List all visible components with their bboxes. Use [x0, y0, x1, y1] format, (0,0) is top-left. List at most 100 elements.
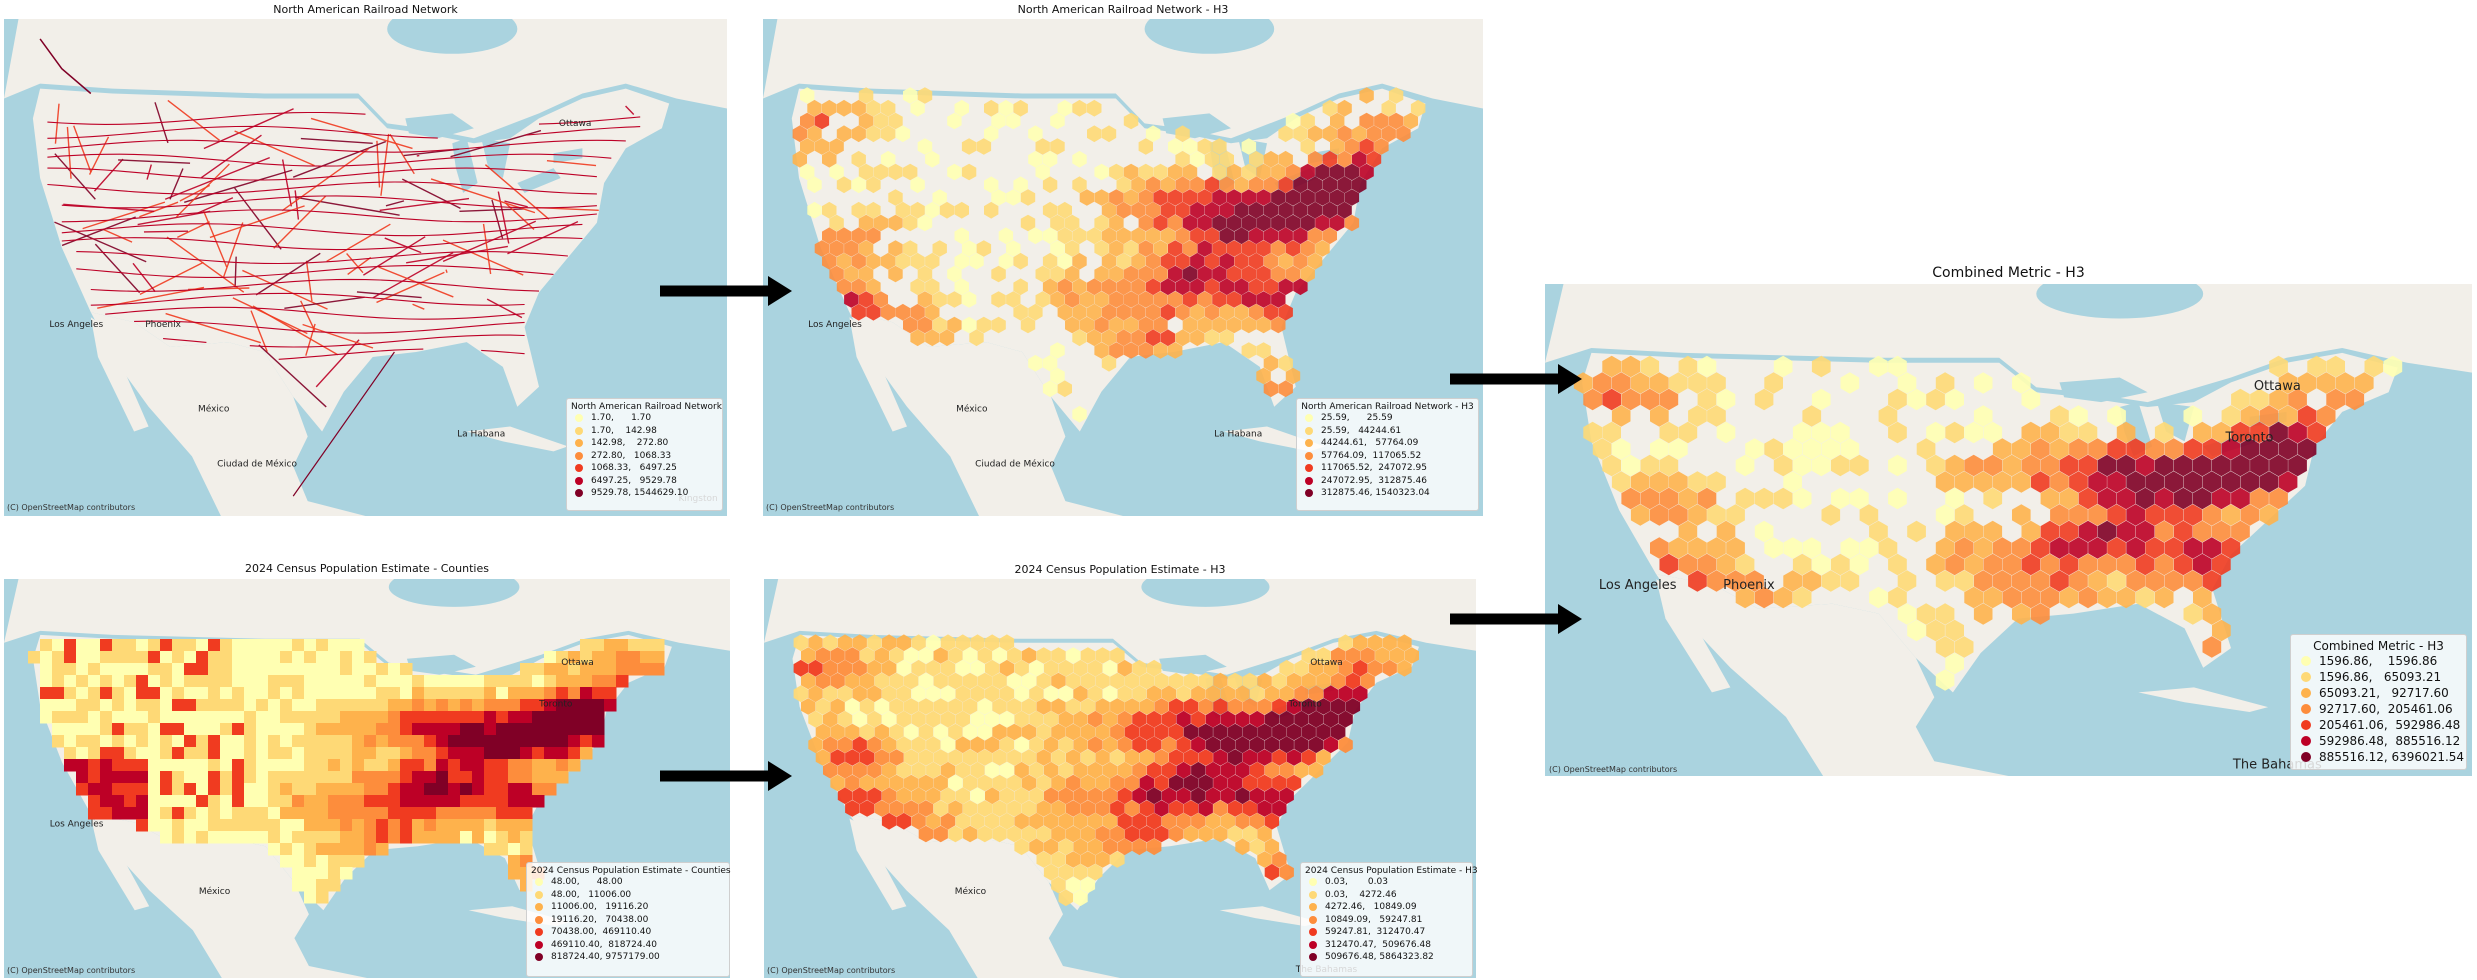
- legend-swatch-icon: [1309, 903, 1317, 912]
- legend-swatch-icon: [535, 940, 543, 949]
- place-label: La Habana: [457, 429, 505, 439]
- legend-swatch-icon: [1309, 928, 1317, 937]
- legend-swatch-icon: [575, 439, 583, 448]
- legend-entry-label: 818724.40, 9757179.00: [551, 952, 660, 963]
- legend-entry: 0.03, 0.03: [1305, 876, 1468, 889]
- legend-entry: 885516.12, 6396021.54: [2297, 749, 2464, 765]
- legend-swatch-icon: [575, 414, 583, 423]
- legend-swatch-icon: [575, 451, 583, 460]
- legend-entry-label: 312875.46, 1540323.04: [1321, 488, 1430, 499]
- legend-entry-label: 0.03, 4272.46: [1325, 889, 1397, 900]
- legend-swatch-icon: [535, 953, 543, 962]
- legend-swatch-icon: [1309, 940, 1317, 949]
- map-legend: North American Railroad Network 1.70, 1.…: [566, 398, 723, 511]
- map-canvas: Ottawa Los Angeles Phoenix México La Habana C…: [4, 19, 727, 516]
- legend-entry-label: 205461.06, 592986.48: [2319, 718, 2461, 732]
- legend-swatch-icon: [1305, 439, 1313, 448]
- legend-swatch-icon: [575, 426, 583, 435]
- legend-entry-label: 4272.46, 10849.09: [1325, 902, 1417, 913]
- legend-title: North American Railroad Network: [571, 402, 722, 412]
- legend-entry-label: 469110.40, 818724.40: [551, 939, 657, 950]
- legend-entry-label: 1068.33, 6497.25: [591, 463, 677, 474]
- legend-swatch-icon: [1305, 464, 1313, 473]
- legend-entry: 25.59, 44244.61: [1301, 425, 1474, 438]
- place-label: Los Angeles: [49, 320, 103, 330]
- map-attribution: (C) OpenStreetMap contributors: [766, 503, 895, 512]
- legend-entry: 1.70, 142.98: [571, 425, 718, 438]
- legend-entry-label: 44244.61, 57764.09: [1321, 438, 1419, 449]
- place-label: Toronto: [1288, 700, 1323, 710]
- map-attribution: (C) OpenStreetMap contributors: [7, 503, 136, 512]
- map-attribution: (C) OpenStreetMap contributors: [7, 966, 136, 975]
- place-label: Toronto: [538, 700, 573, 710]
- arrow-right-icon: [660, 276, 792, 306]
- map-panel-railroad: North American Railroad Network Ottawa Lo…: [4, 0, 727, 516]
- legend-entry-label: 6497.25, 9529.78: [591, 475, 677, 486]
- map-title: North American Railroad Network - H3: [1017, 3, 1229, 16]
- place-label: Toronto: [2225, 430, 2274, 445]
- map-legend: Combined Metric - H3 1596.86, 1596.86 159…: [2290, 634, 2467, 770]
- legend-swatch-icon: [1305, 476, 1313, 485]
- map-title: 2024 Census Population Estimate - Counti…: [245, 562, 489, 575]
- legend-entry: 142.98, 272.80: [571, 437, 718, 450]
- legend-entry-label: 592986.48, 885516.12: [2319, 734, 2461, 748]
- map-title: North American Railroad Network: [273, 3, 458, 16]
- legend-title: 2024 Census Population Estimate - H3: [1305, 866, 1478, 876]
- legend-entry: 4272.46, 10849.09: [1305, 901, 1468, 914]
- map-panel-census-counties: 2024 Census Population Estimate - Counti…: [4, 560, 731, 980]
- legend-entry: 247072.95, 312875.46: [1301, 475, 1474, 488]
- place-label: Ottawa: [559, 119, 592, 129]
- legend-swatch-icon: [2301, 752, 2311, 762]
- place-label: Los Angeles: [1599, 578, 1677, 593]
- place-label: Los Angeles: [50, 819, 104, 829]
- map-canvas: OttawaTorontoMéxicoThe Bahamas: [764, 579, 1476, 978]
- place-label: México: [956, 404, 988, 415]
- legend-entry: 48.00, 11006.00: [531, 889, 725, 902]
- legend-entry: 59247.81, 312470.47: [1305, 926, 1468, 939]
- place-label: Ciudad de México: [975, 458, 1055, 469]
- arrow-right-icon: [660, 761, 792, 791]
- legend-entry-label: 1596.86, 65093.21: [2319, 670, 2442, 684]
- map-legend: 2024 Census Population Estimate - H3 0.0…: [1300, 862, 1478, 977]
- legend-swatch-icon: [1309, 915, 1317, 924]
- legend-entry: 592986.48, 885516.12: [2297, 733, 2460, 749]
- place-label: Ottawa: [1310, 658, 1343, 668]
- map-panel-combined: Combined Metric - H3 Ottawa Toronto Los An…: [1545, 262, 2472, 778]
- legend-entry-label: 25.59, 25.59: [1321, 413, 1393, 424]
- legend-entry-label: 11006.00, 19116.20: [551, 902, 649, 913]
- legend-entry: 6497.25, 9529.78: [571, 475, 718, 488]
- legend-entry: 25.59, 25.59: [1301, 412, 1474, 425]
- place-label: México: [199, 886, 231, 897]
- legend-entry: 10849.09, 59247.81: [1305, 914, 1468, 927]
- legend-swatch-icon: [575, 489, 583, 498]
- legend-entry-label: 1.70, 142.98: [591, 425, 657, 436]
- place-label: Phoenix: [145, 320, 181, 330]
- legend-entry-label: 92717.60, 205461.06: [2319, 702, 2453, 716]
- legend-entry: 9529.78, 1544629.10: [571, 487, 718, 500]
- legend-swatch-icon: [535, 903, 543, 912]
- place-label: Ciudad de México: [217, 458, 297, 469]
- legend-entry: 312875.46, 1540323.04: [1301, 487, 1474, 500]
- place-label: Phoenix: [1723, 578, 1775, 593]
- map-attribution: (C) OpenStreetMap contributors: [1549, 765, 1678, 774]
- legend-swatch-icon: [1305, 426, 1313, 435]
- legend-swatch-icon: [2301, 736, 2311, 746]
- legend-swatch-icon: [2301, 704, 2311, 714]
- legend-entry-label: 9529.78, 1544629.10: [591, 488, 689, 499]
- legend-entry: 1068.33, 6497.25: [571, 462, 718, 475]
- legend-entry-label: 885516.12, 6396021.54: [2319, 750, 2465, 764]
- legend-title: Combined Metric - H3: [2313, 639, 2444, 653]
- map-panel-railroad-h3: North American Railroad Network - H3 Los…: [763, 0, 1483, 516]
- legend-entry-label: 19116.20, 70438.00: [551, 914, 649, 925]
- legend-entry-label: 0.03, 0.03: [1325, 877, 1388, 888]
- legend-swatch-icon: [2301, 688, 2311, 698]
- legend-swatch-icon: [535, 928, 543, 937]
- legend-swatch-icon: [1309, 890, 1317, 899]
- legend-entry: 11006.00, 19116.20: [531, 901, 725, 914]
- legend-title: North American Railroad Network - H3: [1301, 402, 1474, 412]
- legend-swatch-icon: [535, 915, 543, 924]
- legend-entry: 469110.40, 818724.40: [531, 939, 725, 952]
- place-label: México: [198, 404, 230, 415]
- map-title: 2024 Census Population Estimate - H3: [1014, 563, 1226, 576]
- legend-entry: 44244.61, 57764.09: [1301, 437, 1474, 450]
